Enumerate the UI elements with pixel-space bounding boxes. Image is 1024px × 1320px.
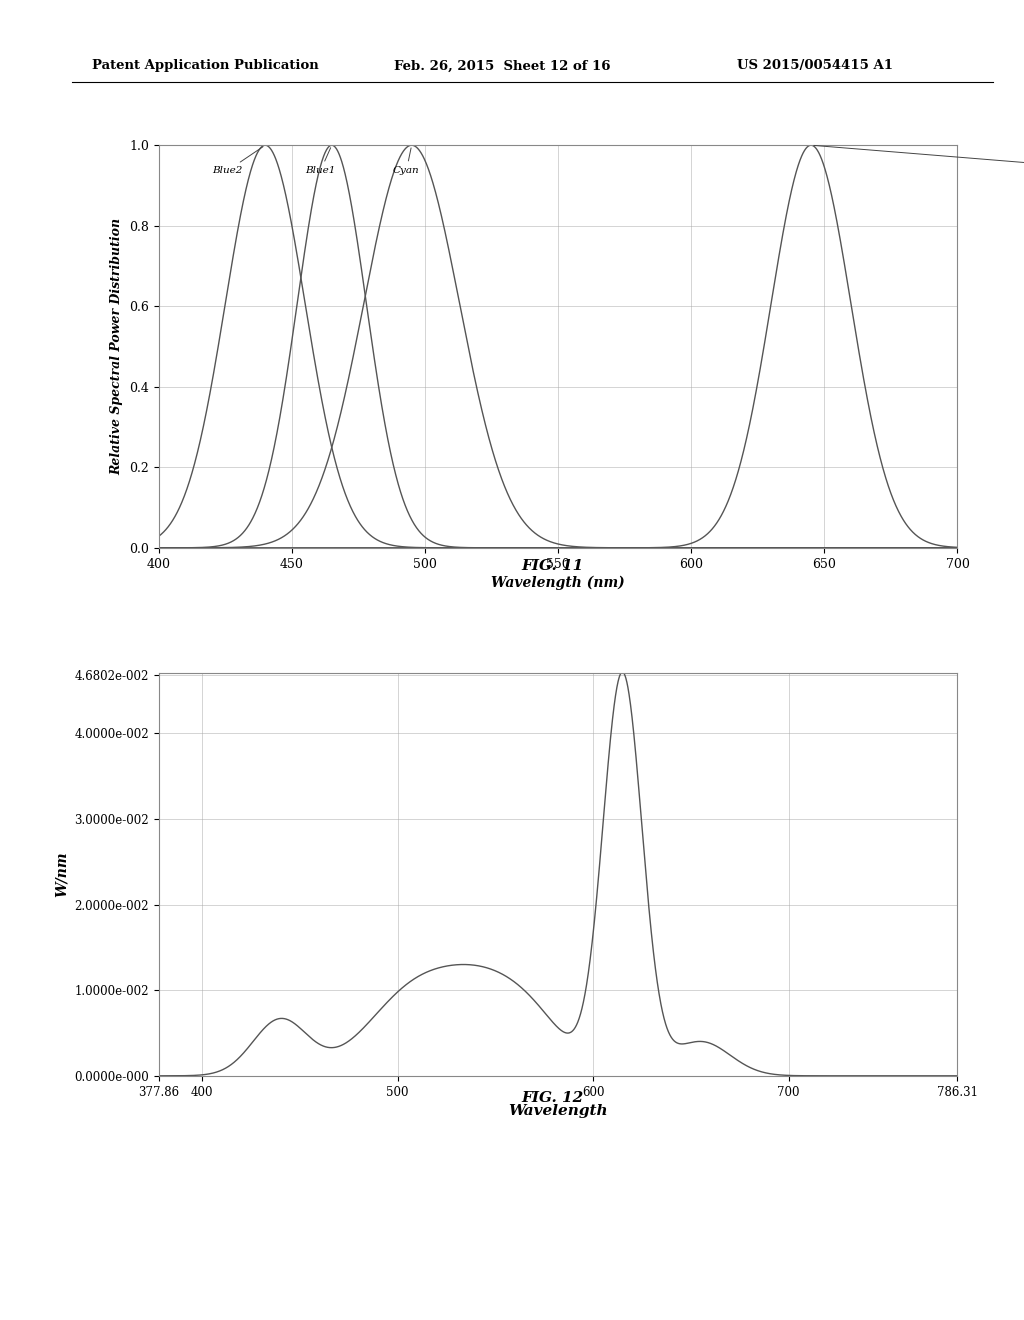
Text: Patent Application Publication: Patent Application Publication [92, 59, 318, 73]
Text: US 2015/0054415 A1: US 2015/0054415 A1 [737, 59, 893, 73]
X-axis label: Wavelength (nm): Wavelength (nm) [492, 576, 625, 590]
Text: FIG. 12: FIG. 12 [522, 1092, 584, 1105]
Text: FIG. 11: FIG. 11 [522, 560, 584, 573]
Text: Blue1: Blue1 [305, 148, 336, 176]
Text: Red: Red [814, 145, 1024, 176]
Text: Blue2: Blue2 [212, 147, 263, 176]
X-axis label: Wavelength: Wavelength [508, 1104, 608, 1118]
Y-axis label: Relative Spectral Power Distribution: Relative Spectral Power Distribution [111, 218, 124, 475]
Text: Feb. 26, 2015  Sheet 12 of 16: Feb. 26, 2015 Sheet 12 of 16 [394, 59, 610, 73]
Text: Cyan: Cyan [393, 148, 420, 176]
Y-axis label: W/nm: W/nm [54, 851, 69, 898]
